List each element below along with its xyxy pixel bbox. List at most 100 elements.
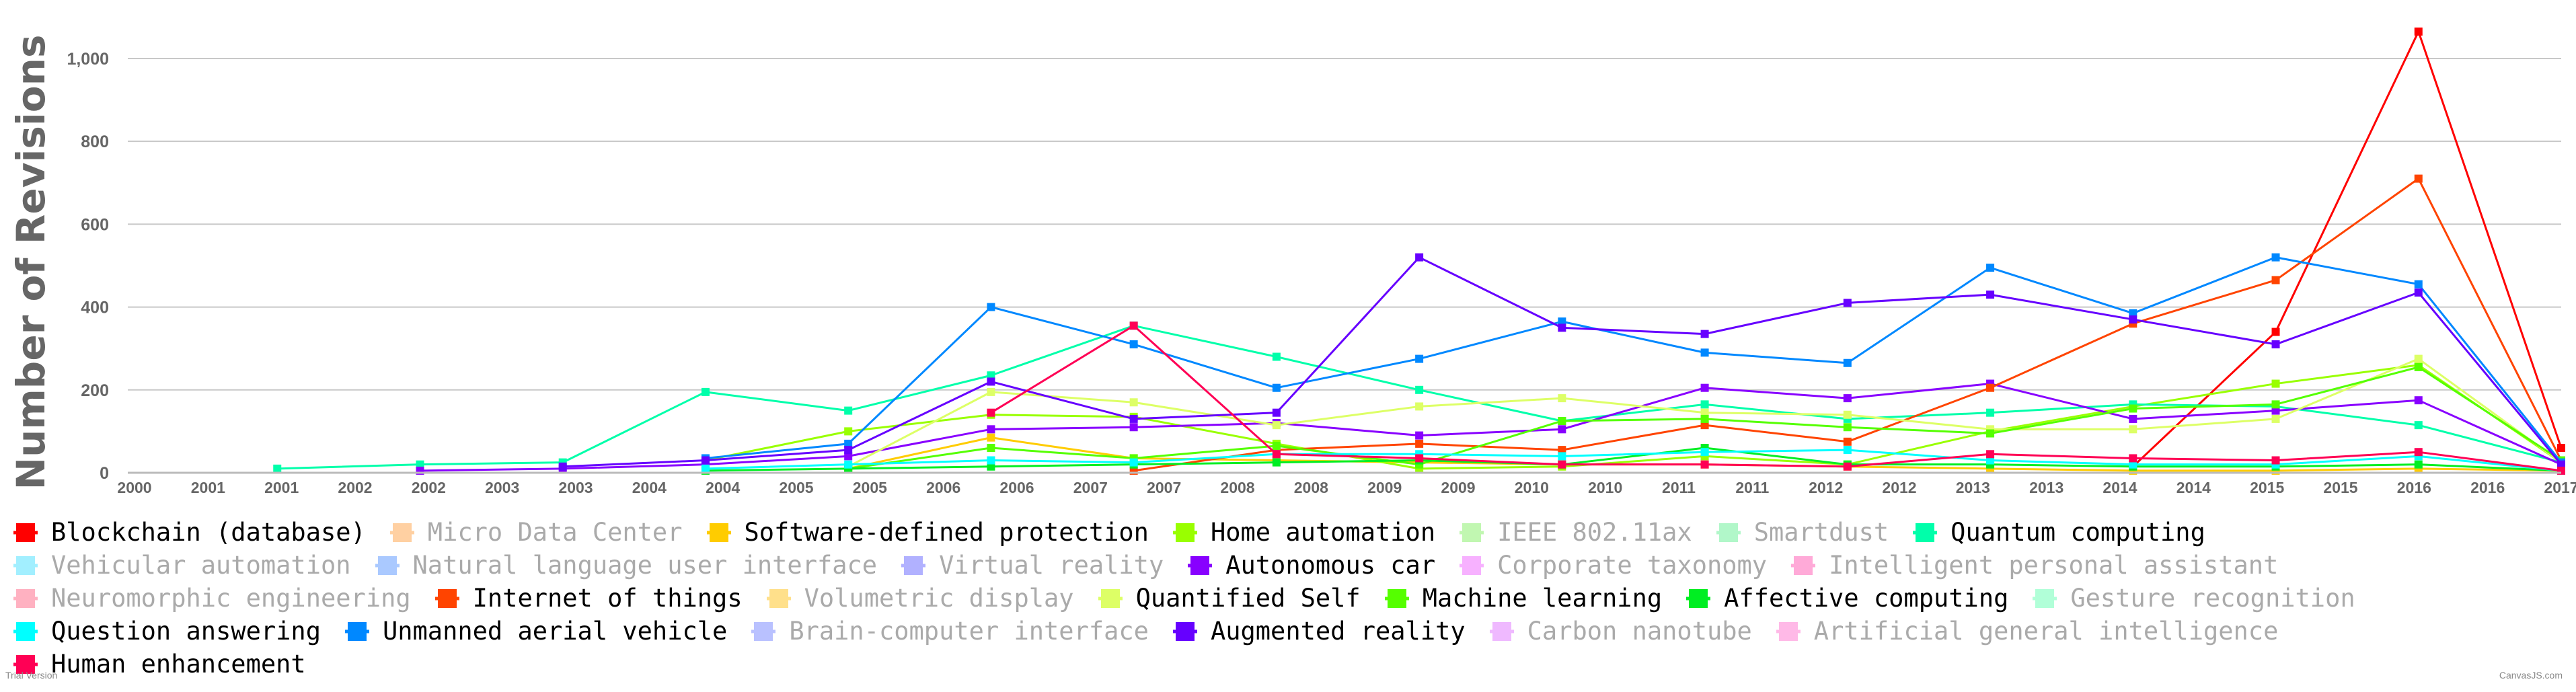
data-point[interactable] (1986, 450, 1995, 459)
data-point[interactable] (2557, 444, 2565, 453)
data-point[interactable] (2271, 328, 2280, 336)
data-point[interactable] (1129, 340, 1138, 349)
data-point[interactable] (844, 406, 853, 415)
legend-item-neuromorphic-engineering[interactable]: Neuromorphic engineering (13, 582, 411, 614)
legend-item-software-defined-protection[interactable]: Software-defined protection (706, 516, 1149, 548)
data-point[interactable] (2414, 362, 2423, 371)
data-point[interactable] (987, 377, 995, 386)
data-point[interactable] (701, 387, 710, 396)
data-point[interactable] (1986, 456, 1995, 465)
legend-item-smartdust[interactable]: Smartdust (1716, 516, 1889, 548)
legend-item-human-enhancement[interactable]: Human enhancement (13, 648, 306, 680)
legend-item-ieee-802-11ax[interactable]: IEEE 802.11ax (1460, 516, 1692, 548)
data-point[interactable] (2414, 289, 2423, 297)
canvasjs-credit[interactable]: CanvasJS.com (2499, 670, 2563, 681)
legend-item-question-answering[interactable]: Question answering (13, 615, 321, 647)
data-point[interactable] (1843, 394, 1852, 403)
data-point[interactable] (1129, 458, 1138, 467)
data-point[interactable] (1843, 299, 1852, 307)
data-point[interactable] (2129, 454, 2137, 463)
data-point[interactable] (1700, 448, 1709, 457)
legend-item-affective-computing[interactable]: Affective computing (1686, 582, 2008, 614)
data-point[interactable] (1700, 383, 1709, 392)
data-point[interactable] (987, 433, 995, 442)
data-point[interactable] (2557, 460, 2565, 469)
data-point[interactable] (2414, 354, 2423, 363)
legend-item-quantified-self[interactable]: Quantified Self (1098, 582, 1361, 614)
data-point[interactable] (1700, 408, 1709, 417)
data-point[interactable] (844, 439, 853, 448)
data-point[interactable] (1415, 431, 1424, 440)
data-point[interactable] (2271, 456, 2280, 465)
data-point[interactable] (2129, 309, 2137, 317)
data-point[interactable] (1272, 352, 1281, 361)
data-point[interactable] (1986, 264, 1995, 272)
legend-item-volumetric-display[interactable]: Volumetric display (766, 582, 1074, 614)
data-point[interactable] (2414, 27, 2423, 36)
data-point[interactable] (2271, 400, 2280, 409)
data-point[interactable] (558, 462, 567, 471)
data-point[interactable] (2271, 379, 2280, 388)
data-point[interactable] (1986, 383, 1995, 392)
legend-item-artificial-general-intelligence[interactable]: Artificial general intelligence (1776, 615, 2278, 647)
data-point[interactable] (1415, 385, 1424, 394)
data-point[interactable] (1272, 441, 1281, 450)
data-point[interactable] (1129, 398, 1138, 407)
data-point[interactable] (844, 427, 853, 436)
data-point[interactable] (1700, 460, 1709, 469)
legend-item-quantum-computing[interactable]: Quantum computing (1913, 516, 2205, 548)
data-point[interactable] (416, 460, 424, 469)
data-point[interactable] (1700, 414, 1709, 423)
legend-item-micro-data-center[interactable]: Micro Data Center (389, 516, 683, 548)
data-point[interactable] (987, 462, 995, 471)
data-point[interactable] (1129, 414, 1138, 423)
data-point[interactable] (2129, 414, 2137, 423)
data-point[interactable] (701, 456, 710, 465)
data-point[interactable] (844, 460, 853, 469)
data-point[interactable] (2129, 315, 2137, 324)
data-point[interactable] (1843, 423, 1852, 432)
data-point[interactable] (2414, 460, 2423, 469)
data-point[interactable] (1272, 458, 1281, 467)
data-point[interactable] (1558, 323, 1566, 332)
legend-item-corporate-taxonomy[interactable]: Corporate taxonomy (1460, 549, 1767, 581)
data-point[interactable] (1415, 253, 1424, 262)
data-point[interactable] (701, 464, 710, 473)
data-point[interactable] (2271, 253, 2280, 262)
data-point[interactable] (1843, 410, 1852, 419)
legend-item-gesture-recognition[interactable]: Gesture recognition (2033, 582, 2355, 614)
data-point[interactable] (1558, 416, 1566, 425)
legend-item-blockchain-database[interactable]: Blockchain (database) (13, 516, 366, 548)
data-point[interactable] (987, 456, 995, 465)
data-point[interactable] (1986, 291, 1995, 299)
legend-item-brain-computer-interface[interactable]: Brain-computer interface (751, 615, 1149, 647)
data-point[interactable] (1272, 421, 1281, 430)
legend-item-carbon-nanotube[interactable]: Carbon nanotube (1489, 615, 1752, 647)
data-point[interactable] (2414, 421, 2423, 430)
legend-item-autonomous-car[interactable]: Autonomous car (1188, 549, 1435, 581)
data-point[interactable] (2271, 406, 2280, 415)
data-point[interactable] (1558, 452, 1566, 461)
data-point[interactable] (1558, 460, 1566, 469)
data-point[interactable] (987, 387, 995, 396)
data-point[interactable] (1558, 394, 1566, 403)
data-point[interactable] (2271, 340, 2280, 349)
data-point[interactable] (2414, 396, 2423, 405)
legend-item-virtual-reality[interactable]: Virtual reality (901, 549, 1164, 581)
data-point[interactable] (1415, 439, 1424, 448)
data-point[interactable] (2129, 460, 2137, 469)
data-point[interactable] (2271, 414, 2280, 423)
data-point[interactable] (2414, 174, 2423, 183)
data-point[interactable] (1700, 348, 1709, 357)
legend-item-intelligent-personal-assistant[interactable]: Intelligent personal assistant (1791, 549, 2278, 581)
data-point[interactable] (987, 303, 995, 311)
data-point[interactable] (1558, 446, 1566, 455)
data-point[interactable] (2129, 404, 2137, 413)
legend-item-augmented-reality[interactable]: Augmented reality (1172, 615, 1466, 647)
data-point[interactable] (1843, 358, 1852, 367)
data-point[interactable] (2414, 280, 2423, 289)
data-point[interactable] (987, 408, 995, 417)
data-point[interactable] (987, 425, 995, 434)
legend-item-natural-language-user-interface[interactable]: Natural language user interface (375, 549, 877, 581)
data-point[interactable] (1415, 454, 1424, 463)
